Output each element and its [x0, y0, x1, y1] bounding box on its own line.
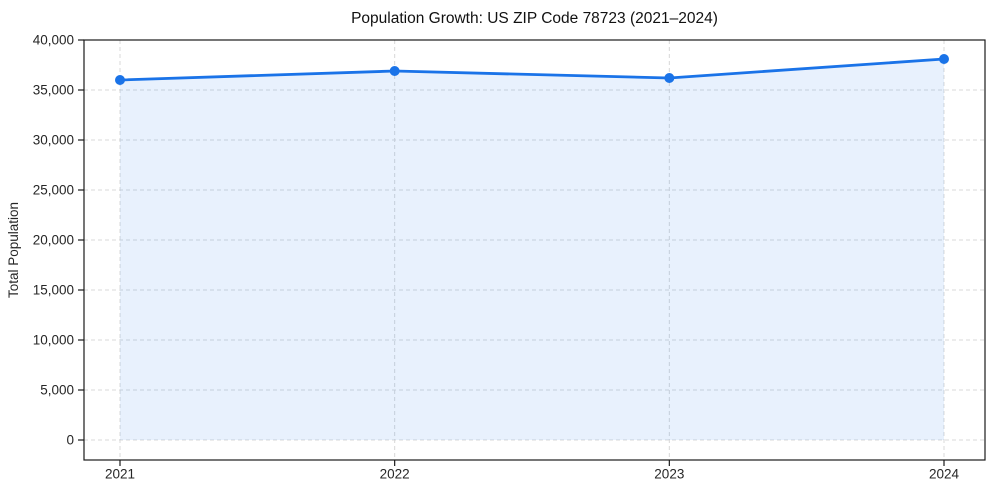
y-tick-label: 10,000	[33, 333, 74, 348]
y-tick-label: 15,000	[33, 283, 74, 298]
y-tick-label: 40,000	[33, 33, 74, 48]
data-point-2024	[939, 54, 949, 64]
area-fill	[120, 59, 944, 440]
x-tick-label: 2021	[105, 467, 135, 482]
data-point-2022	[389, 66, 400, 76]
x-tick-label: 2024	[929, 467, 960, 482]
chart-title: Population Growth: US ZIP Code 78723 (20…	[351, 10, 718, 27]
y-tick-label: 30,000	[33, 133, 74, 148]
data-point-2023	[664, 73, 675, 83]
data-point-2021	[115, 75, 125, 85]
y-tick-label: 25,000	[33, 183, 74, 198]
x-tick-label: 2022	[380, 467, 410, 482]
y-tick-label: 35,000	[33, 83, 74, 98]
y-tick-label: 20,000	[33, 233, 74, 248]
plot-frame	[83, 39, 986, 461]
y-tick-label: 5,000	[40, 383, 74, 398]
x-tick-label: 2023	[654, 467, 684, 482]
y-tick-label: 0	[66, 433, 74, 448]
series-line	[118, 57, 946, 82]
